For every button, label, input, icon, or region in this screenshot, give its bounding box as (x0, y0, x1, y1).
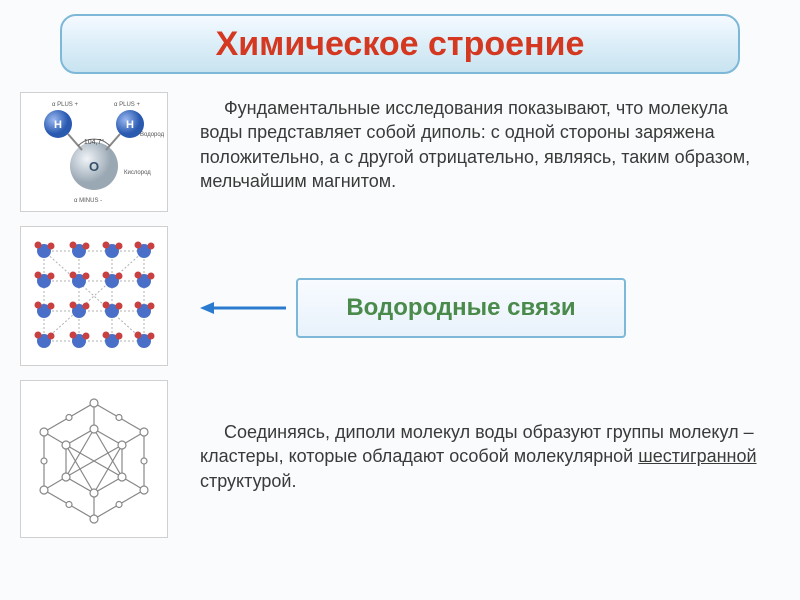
hbond-label: Водородные связи (346, 294, 575, 322)
hex-cluster (40, 399, 148, 523)
para2-underlined: шестигранной (638, 446, 756, 466)
title-box: Химическое строение (60, 14, 740, 74)
minus-label: α MINUS - (74, 198, 102, 204)
arrow-icon (200, 300, 288, 316)
oxygen-word: Кислород (124, 170, 151, 176)
figure-water-dipole: α PLUS + α PLUS + H H O 104,7° Водород К… (20, 92, 168, 212)
figure-hbond-lattice (20, 226, 168, 366)
h-label-left: H (54, 119, 62, 131)
bond-left (68, 134, 82, 150)
plus-label-right: α PLUS + (114, 102, 140, 108)
h-label-right: H (126, 119, 134, 131)
angle-label: 104,7° (84, 138, 105, 146)
lattice-svg (24, 231, 164, 361)
hbond-label-box: Водородные связи (296, 278, 626, 338)
intro-paragraph: Фундаментальные исследования показывают,… (200, 96, 770, 193)
hydrogen-word: Водород (140, 132, 164, 138)
page-title: Химическое строение (216, 25, 585, 64)
hex-svg (24, 385, 164, 533)
figure-hexagonal-cluster (20, 380, 168, 538)
bond-right (106, 134, 120, 150)
lattice-bonds (44, 251, 144, 341)
cluster-paragraph: Соединяясь, диполи молекул воды образуют… (200, 420, 770, 493)
o-label: O (89, 159, 99, 174)
water-dipole-svg: α PLUS + α PLUS + H H O 104,7° Водород К… (24, 96, 164, 208)
para2-post: структурой. (200, 471, 296, 491)
plus-label-left: α PLUS + (52, 102, 78, 108)
